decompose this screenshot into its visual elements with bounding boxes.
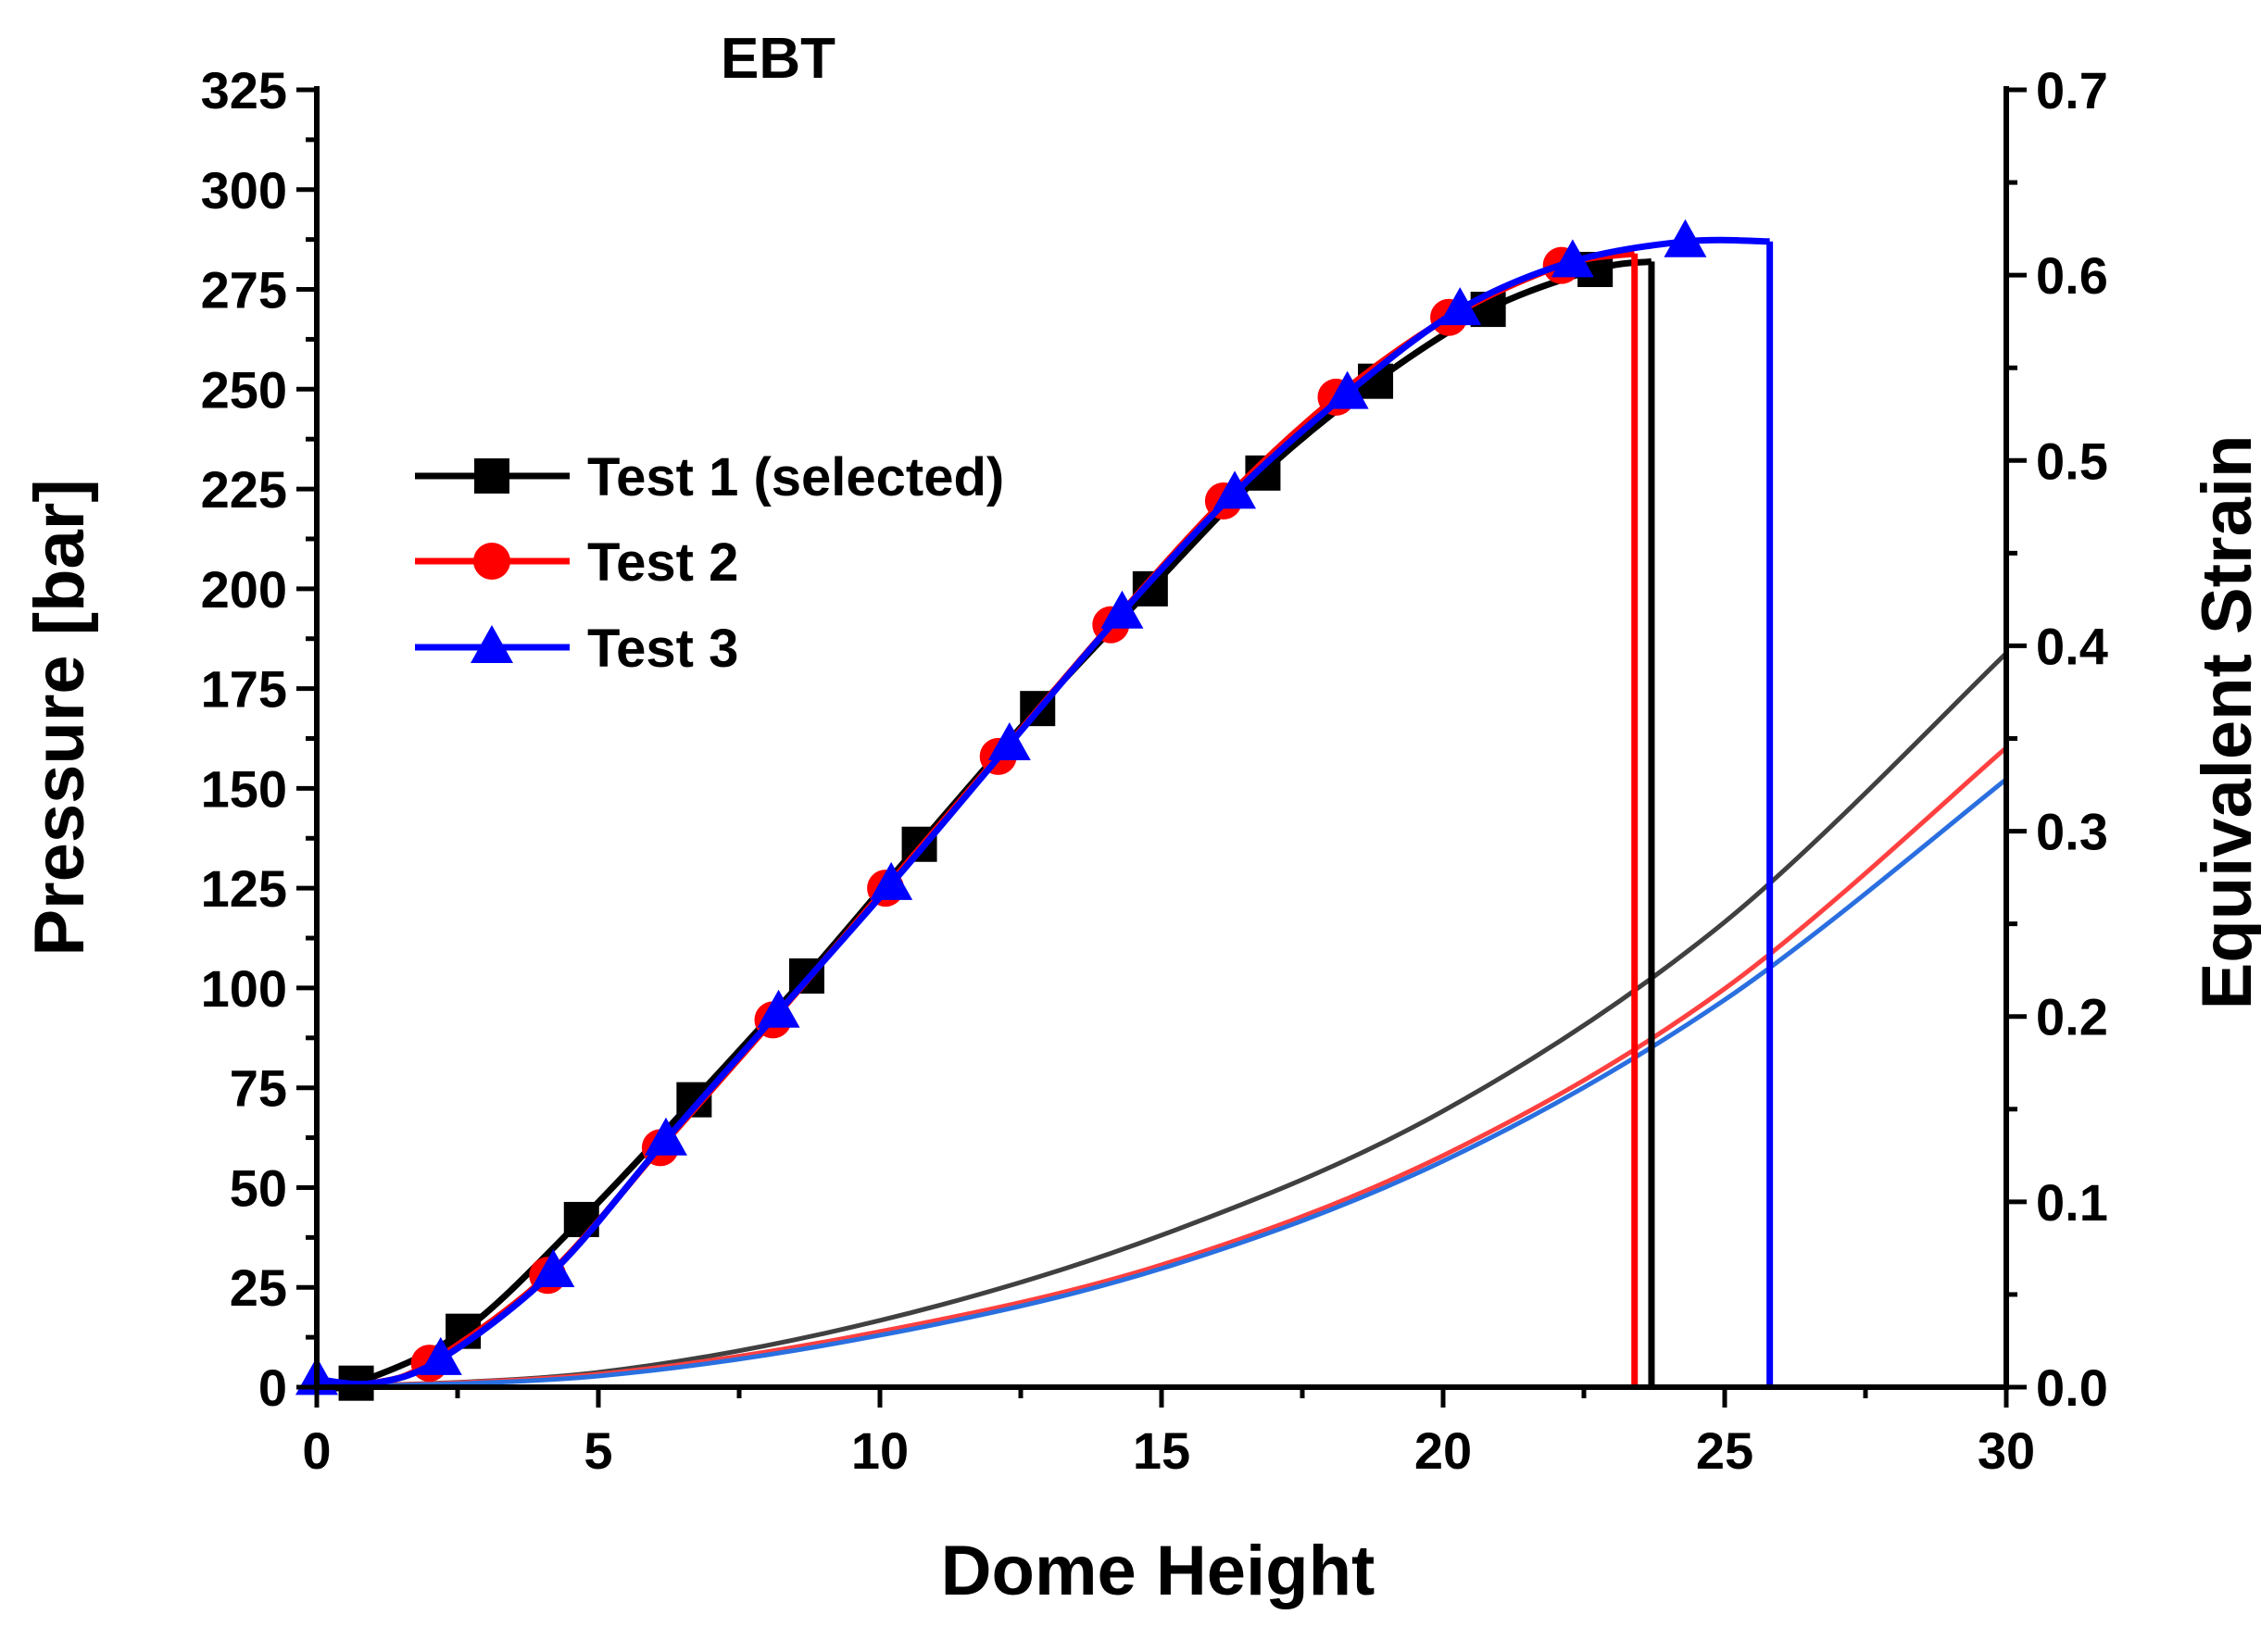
- x-tick-label: 0: [302, 1421, 331, 1480]
- y-tick-label: 50: [230, 1158, 287, 1217]
- y2-tick-label: 0.1: [2036, 1173, 2108, 1232]
- x-tick-label: 10: [851, 1421, 909, 1480]
- x-tick-label: 15: [1133, 1421, 1190, 1480]
- legend-label-test-1: Test 1 (selected): [587, 447, 1004, 507]
- legend-marker-test-3: [471, 625, 513, 663]
- x-tick-label: 30: [1978, 1421, 2035, 1480]
- marker-test-3: [1213, 470, 1257, 509]
- y2-axis-title: Equivalent Strain: [2188, 435, 2261, 1010]
- y-tick-label: 225: [201, 460, 287, 519]
- marker-test-3: [532, 1248, 575, 1287]
- y2-tick-label: 0.0: [2036, 1358, 2108, 1417]
- pressure-line-test-1: [316, 257, 1652, 1392]
- pressure-line-test-3: [316, 236, 1770, 1388]
- legend-label-test-2: Test 2: [587, 532, 738, 593]
- y-tick-label: 275: [201, 261, 287, 319]
- strain-curves: [316, 651, 2008, 1390]
- strain-curve-1: [316, 651, 2008, 1390]
- legend: Test 1 (selected) Test 2 Test 3: [415, 447, 1004, 679]
- marker-test-3: [419, 1336, 462, 1375]
- strain-curve-3: [316, 777, 2008, 1390]
- marker-test-3: [1664, 219, 1707, 257]
- marker-test-3: [987, 721, 1031, 760]
- marker-test-3: [870, 861, 913, 900]
- y-tick-label: 125: [201, 859, 287, 918]
- tick-labels: 0 5 10 15 20 25 300255075100125150175200225250…: [201, 61, 2108, 1480]
- legend-marker-test-1: [474, 458, 509, 494]
- y-tick-label: 325: [201, 61, 287, 119]
- y2-tick-label: 0.2: [2036, 988, 2108, 1046]
- marker-test-3: [1100, 590, 1144, 629]
- strain-curve-2: [316, 745, 2008, 1390]
- legend-marker-test-2: [473, 543, 510, 580]
- y-tick-label: 250: [201, 360, 287, 419]
- y2-tick-label: 0.4: [2036, 617, 2108, 675]
- y-tick-label: 300: [201, 161, 287, 219]
- y2-tick-label: 0.3: [2036, 803, 2108, 861]
- x-axis-title: Dome Height: [941, 1532, 1375, 1610]
- marker-test-3: [1438, 287, 1482, 326]
- pressure-series: [295, 219, 1774, 1401]
- marker-test-3: [1325, 370, 1369, 409]
- chart-title: EBT: [721, 27, 835, 91]
- y2-tick-label: 0.7: [2036, 61, 2108, 119]
- y-tick-label: 0: [258, 1358, 287, 1417]
- y2-tick-label: 0.6: [2036, 246, 2108, 305]
- y-tick-label: 25: [230, 1258, 287, 1317]
- y-tick-label: 200: [201, 560, 287, 619]
- marker-test-3: [757, 989, 800, 1028]
- x-tick-label: 25: [1696, 1421, 1753, 1480]
- y-tick-label: 175: [201, 660, 287, 719]
- marker-test-3: [644, 1117, 687, 1156]
- y-tick-label: 100: [201, 959, 287, 1018]
- x-tick-label: 20: [1414, 1421, 1472, 1480]
- pressure-line-test-2: [316, 250, 1636, 1391]
- y-tick-label: 75: [230, 1059, 287, 1118]
- y-tick-label: 150: [201, 759, 287, 818]
- y2-tick-label: 0.5: [2036, 432, 2108, 490]
- marker-test-3: [1551, 239, 1594, 278]
- legend-label-test-3: Test 3: [587, 619, 738, 679]
- y-axis-title: Pressure [bar]: [20, 479, 99, 956]
- x-tick-label: 5: [584, 1421, 612, 1480]
- axes: [296, 86, 2027, 1408]
